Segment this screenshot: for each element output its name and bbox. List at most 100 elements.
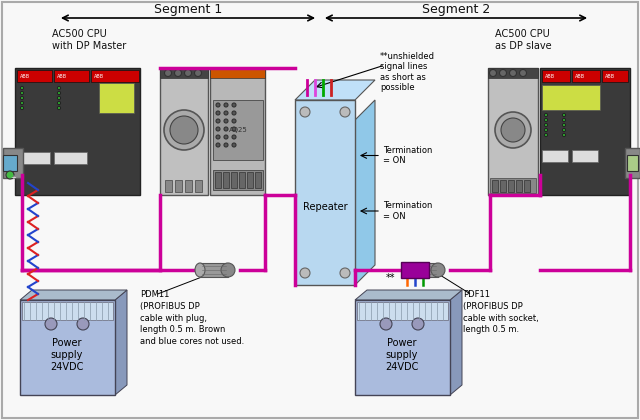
Bar bbox=[627, 155, 638, 171]
Bar bbox=[22, 302, 113, 320]
Circle shape bbox=[495, 112, 531, 148]
Bar bbox=[3, 155, 17, 171]
Circle shape bbox=[563, 129, 566, 131]
Circle shape bbox=[545, 118, 547, 121]
Text: Power
supply
24VDC: Power supply 24VDC bbox=[385, 339, 419, 372]
Circle shape bbox=[164, 110, 204, 150]
Text: **unshielded
signal lines
as short as
possible: **unshielded signal lines as short as po… bbox=[380, 52, 435, 92]
Ellipse shape bbox=[405, 263, 415, 277]
Text: AC500 CPU
as DP slave: AC500 CPU as DP slave bbox=[495, 29, 552, 50]
Text: Segment 1: Segment 1 bbox=[154, 3, 222, 16]
Circle shape bbox=[175, 69, 182, 76]
Bar bbox=[488, 68, 538, 195]
Circle shape bbox=[216, 103, 220, 107]
Bar bbox=[185, 180, 192, 192]
Circle shape bbox=[184, 69, 191, 76]
Circle shape bbox=[224, 127, 228, 131]
Ellipse shape bbox=[431, 263, 445, 277]
Circle shape bbox=[520, 69, 527, 76]
Text: ABB: ABB bbox=[545, 74, 555, 79]
Circle shape bbox=[509, 69, 516, 76]
Text: ABB: ABB bbox=[605, 74, 615, 79]
Circle shape bbox=[232, 103, 236, 107]
Text: ABB: ABB bbox=[20, 74, 30, 79]
Bar bbox=[542, 85, 600, 110]
Bar bbox=[231, 172, 237, 188]
Polygon shape bbox=[115, 290, 127, 395]
Circle shape bbox=[563, 123, 566, 126]
Text: +: + bbox=[10, 175, 16, 181]
Bar bbox=[488, 68, 538, 78]
Circle shape bbox=[45, 318, 57, 330]
Circle shape bbox=[563, 113, 566, 116]
Text: AQ25: AQ25 bbox=[228, 127, 248, 133]
Polygon shape bbox=[450, 290, 462, 395]
Bar bbox=[247, 172, 253, 188]
Circle shape bbox=[216, 111, 220, 115]
Bar bbox=[200, 263, 228, 277]
Text: ABB: ABB bbox=[575, 74, 585, 79]
Bar bbox=[17, 70, 52, 82]
Bar bbox=[524, 180, 530, 192]
Bar bbox=[295, 100, 355, 285]
Text: ABB: ABB bbox=[57, 74, 67, 79]
Circle shape bbox=[77, 318, 89, 330]
Circle shape bbox=[20, 107, 24, 110]
Bar bbox=[625, 148, 640, 178]
Circle shape bbox=[164, 69, 172, 76]
Bar bbox=[17, 152, 50, 164]
Bar bbox=[54, 152, 87, 164]
Circle shape bbox=[58, 97, 61, 100]
Text: **: ** bbox=[385, 273, 395, 283]
Ellipse shape bbox=[221, 263, 235, 277]
Text: ABB: ABB bbox=[94, 74, 104, 79]
Bar bbox=[508, 180, 514, 192]
Circle shape bbox=[224, 143, 228, 147]
Text: Power
supply
24VDC: Power supply 24VDC bbox=[51, 339, 84, 372]
Circle shape bbox=[216, 135, 220, 139]
Circle shape bbox=[232, 143, 236, 147]
Bar bbox=[542, 150, 568, 162]
Polygon shape bbox=[355, 100, 375, 285]
Circle shape bbox=[224, 119, 228, 123]
Bar bbox=[54, 70, 89, 82]
Bar bbox=[500, 180, 506, 192]
Text: PDF11
(PROFIBUS DP
cable with socket,
length 0.5 m.: PDF11 (PROFIBUS DP cable with socket, le… bbox=[463, 290, 539, 334]
Bar bbox=[160, 68, 208, 78]
Circle shape bbox=[20, 92, 24, 94]
Text: Repeater: Repeater bbox=[303, 202, 348, 213]
Bar bbox=[213, 170, 263, 190]
Bar bbox=[213, 100, 263, 160]
Bar bbox=[572, 70, 600, 82]
Bar bbox=[15, 68, 140, 195]
Bar bbox=[490, 178, 536, 193]
Circle shape bbox=[20, 87, 24, 89]
Bar bbox=[20, 300, 115, 395]
Text: Termination
= ON: Termination = ON bbox=[383, 201, 433, 220]
Circle shape bbox=[412, 318, 424, 330]
Bar bbox=[165, 180, 172, 192]
Circle shape bbox=[340, 268, 350, 278]
Circle shape bbox=[224, 103, 228, 107]
Circle shape bbox=[232, 111, 236, 115]
Circle shape bbox=[58, 87, 61, 89]
Bar bbox=[3, 148, 23, 178]
Bar bbox=[492, 180, 498, 192]
Polygon shape bbox=[20, 290, 127, 300]
Text: AC500 CPU
with DP Master: AC500 CPU with DP Master bbox=[52, 29, 126, 50]
Circle shape bbox=[340, 107, 350, 117]
Circle shape bbox=[545, 134, 547, 136]
Text: Segment 2: Segment 2 bbox=[422, 3, 490, 16]
Circle shape bbox=[216, 127, 220, 131]
Circle shape bbox=[232, 119, 236, 123]
Circle shape bbox=[195, 69, 202, 76]
Circle shape bbox=[380, 318, 392, 330]
Text: PDM11
(PROFIBUS DP
cable with plug,
length 0.5 m. Brown
and blue cores not used.: PDM11 (PROFIBUS DP cable with plug, leng… bbox=[140, 290, 244, 346]
Bar bbox=[255, 172, 261, 188]
Bar bbox=[195, 180, 202, 192]
Bar bbox=[175, 180, 182, 192]
Circle shape bbox=[501, 118, 525, 142]
Circle shape bbox=[232, 127, 236, 131]
Circle shape bbox=[20, 97, 24, 100]
Bar bbox=[91, 70, 139, 82]
